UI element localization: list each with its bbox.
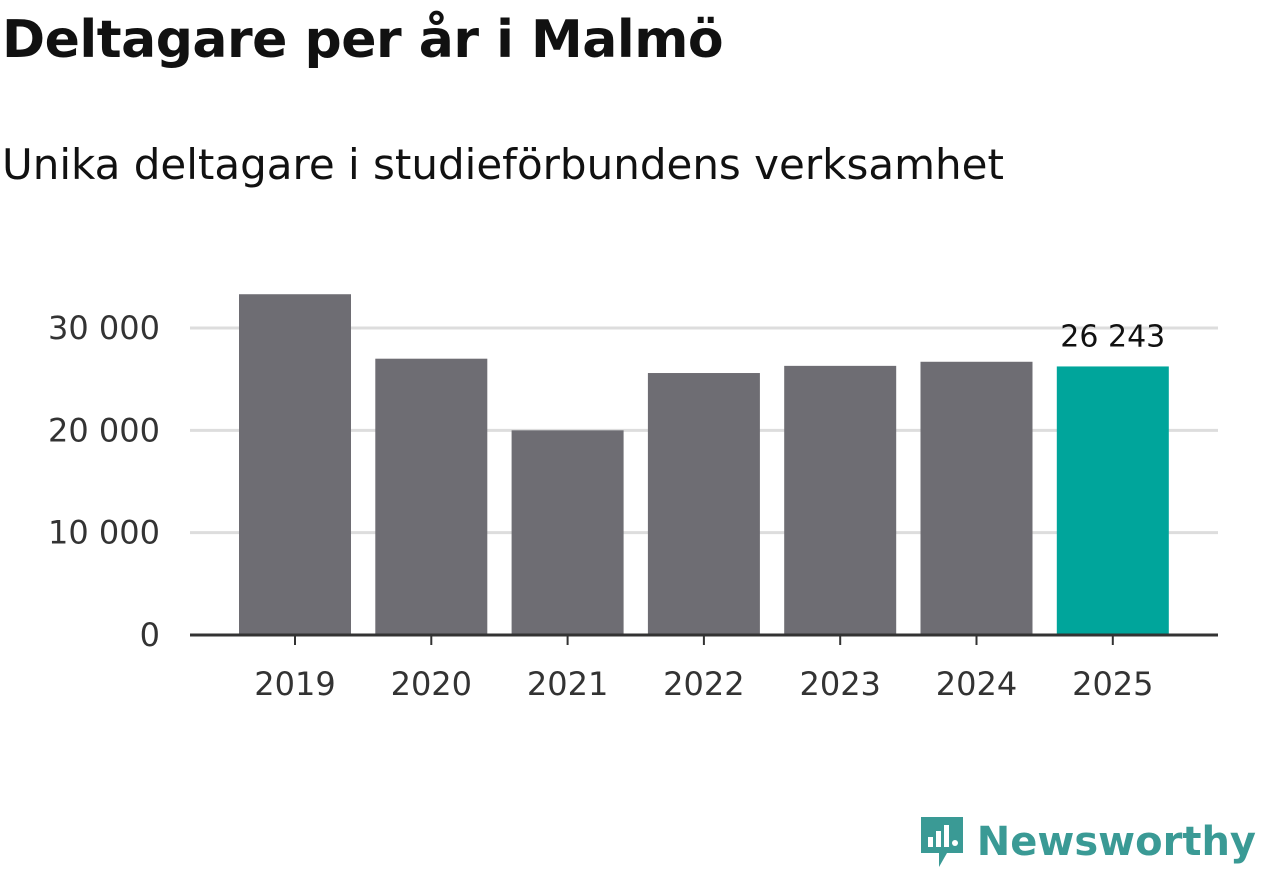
bar-2020	[375, 358, 488, 635]
x-tick-label-2019: 2019	[254, 665, 335, 703]
x-tick-label-2024: 2024	[936, 665, 1017, 703]
x-tick-label-2023: 2023	[799, 665, 880, 703]
data-label-2025: 26 243	[1060, 319, 1165, 354]
x-tick-label-2020: 2020	[391, 665, 472, 703]
brand-name: Newsworthy	[976, 819, 1256, 865]
y-tick-label-2: 20 000	[48, 411, 160, 449]
chart-title: Deltagare per år i Malmö	[2, 10, 724, 70]
x-tick-label-2021: 2021	[527, 665, 608, 703]
chart-subtitle: Unika deltagare i studieförbundens verks…	[2, 140, 1004, 189]
bar-2019	[239, 294, 351, 635]
y-tick-label-0: 0	[140, 616, 160, 654]
bar-2025	[1056, 366, 1169, 635]
bar-2023	[784, 365, 897, 635]
y-tick-label-1: 10 000	[48, 514, 160, 552]
y-tick-label-3: 30 000	[48, 309, 160, 347]
bar-2021	[511, 430, 624, 635]
x-tick-label-2025: 2025	[1072, 665, 1153, 703]
newsworthy-logo-icon	[920, 817, 963, 867]
x-tick-label-2022: 2022	[663, 665, 744, 703]
bar-2024	[920, 361, 1033, 635]
newsworthy-brand: Newsworthy	[917, 813, 1256, 871]
bar-2022	[647, 373, 760, 635]
